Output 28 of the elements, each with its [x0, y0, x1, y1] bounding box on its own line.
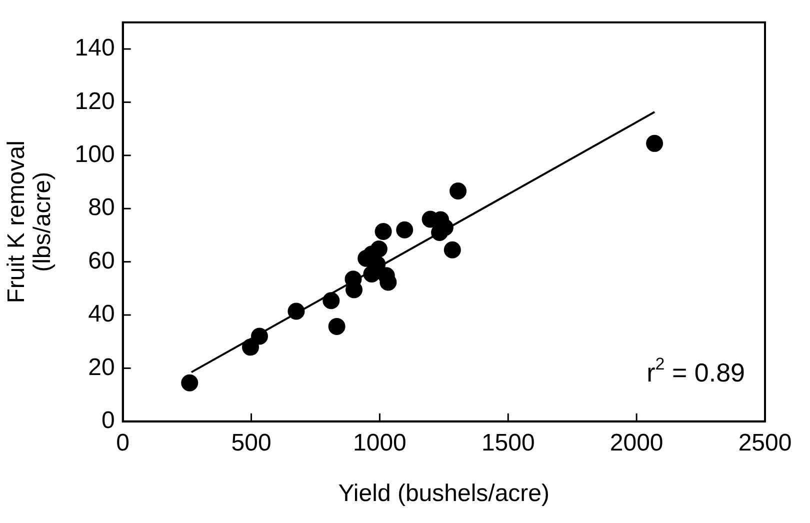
- point: [374, 222, 392, 240]
- y-tick-label: 40: [88, 300, 115, 328]
- x-axis-title: Yield (bushels/acre): [338, 480, 550, 508]
- y-tick-label: 20: [88, 354, 115, 381]
- y-tick-label: 120: [74, 88, 115, 115]
- point: [181, 374, 198, 392]
- point: [646, 134, 664, 152]
- x-tick-label: 1000: [353, 429, 406, 456]
- x-tick-label: 2000: [610, 429, 664, 456]
- point: [288, 302, 305, 320]
- y-tick-label: 80: [88, 194, 115, 222]
- point: [444, 241, 461, 258]
- point: [242, 338, 260, 356]
- point: [370, 240, 388, 258]
- y-tick-label: 0: [101, 407, 115, 434]
- x-tick-label: 2500: [738, 429, 792, 456]
- point: [328, 318, 346, 335]
- point: [368, 256, 386, 273]
- x-tick-label: 1500: [481, 429, 535, 456]
- x-tick-label: 500: [231, 429, 272, 456]
- point: [322, 292, 340, 310]
- y-tick-label: 100: [74, 141, 115, 168]
- y-tick-label: 140: [74, 34, 115, 62]
- point: [450, 182, 467, 200]
- point: [250, 328, 268, 345]
- y-axis-title: Fruit K removal (lbs/acre): [2, 140, 56, 304]
- point: [396, 221, 414, 238]
- y-tick-label: 60: [88, 247, 115, 274]
